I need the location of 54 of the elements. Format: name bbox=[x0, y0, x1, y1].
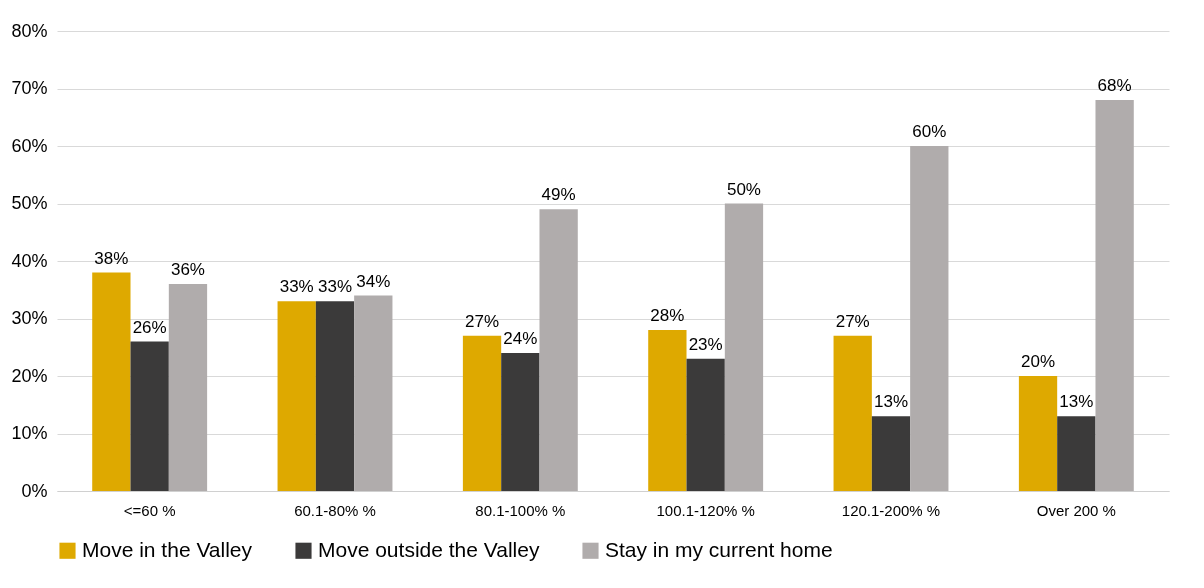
x-tick-label: 100.1-120% % bbox=[656, 501, 755, 519]
data-label: 50% bbox=[726, 179, 761, 199]
legend-label: Stay in my current home bbox=[605, 537, 833, 561]
x-tick-label: 120.1-200% % bbox=[841, 501, 941, 519]
y-tick-label: 30% bbox=[11, 308, 48, 328]
bar bbox=[354, 295, 393, 491]
y-tick-label: 40% bbox=[11, 250, 48, 271]
bar bbox=[724, 203, 764, 491]
bar bbox=[501, 353, 540, 491]
data-label: 34% bbox=[356, 271, 391, 291]
data-label: 24% bbox=[503, 329, 538, 348]
bar bbox=[833, 335, 872, 491]
y-tick-label: 10% bbox=[11, 423, 48, 443]
legend-label: Move outside the Valley bbox=[318, 537, 540, 561]
data-label: 27% bbox=[835, 311, 870, 331]
bar bbox=[1095, 100, 1134, 491]
data-label: 68% bbox=[1097, 76, 1132, 95]
y-tick-label: 70% bbox=[11, 78, 48, 98]
bar bbox=[686, 358, 725, 491]
bar bbox=[1057, 416, 1096, 491]
x-tick-label: 80.1-100% % bbox=[475, 501, 566, 519]
bar bbox=[910, 146, 949, 491]
bar bbox=[648, 330, 687, 491]
data-label: 13% bbox=[1059, 392, 1094, 412]
bar bbox=[92, 272, 131, 491]
y-tick-label: 60% bbox=[11, 135, 48, 156]
data-label: 27% bbox=[465, 311, 500, 331]
x-tick-label: 60.1-80% % bbox=[294, 501, 376, 519]
bar bbox=[1018, 376, 1058, 491]
bar bbox=[315, 301, 355, 491]
bar bbox=[871, 416, 911, 491]
data-label: 28% bbox=[650, 306, 685, 325]
bar bbox=[539, 209, 578, 491]
y-tick-label: 0% bbox=[21, 480, 48, 501]
bar bbox=[462, 335, 502, 491]
data-label: 33% bbox=[279, 277, 314, 297]
data-label: 23% bbox=[688, 334, 723, 354]
data-label: 49% bbox=[541, 185, 576, 205]
data-label: 26% bbox=[132, 317, 167, 337]
data-label: 60% bbox=[912, 122, 947, 141]
data-label: 33% bbox=[317, 277, 353, 297]
bar bbox=[277, 301, 316, 491]
bar bbox=[168, 284, 208, 491]
data-label: 20% bbox=[1021, 352, 1056, 371]
y-tick-label: 80% bbox=[11, 20, 48, 41]
data-label: 13% bbox=[873, 392, 909, 412]
legend-label: Move in the Valley bbox=[82, 537, 253, 561]
y-tick-label: 20% bbox=[11, 365, 48, 386]
x-tick-label: <=60 % bbox=[123, 501, 176, 519]
y-tick-label: 50% bbox=[11, 193, 48, 213]
bar bbox=[130, 341, 169, 491]
data-label: 36% bbox=[170, 260, 205, 279]
x-tick-label: Over 200 % bbox=[1036, 501, 1116, 519]
data-label: 38% bbox=[94, 248, 129, 268]
